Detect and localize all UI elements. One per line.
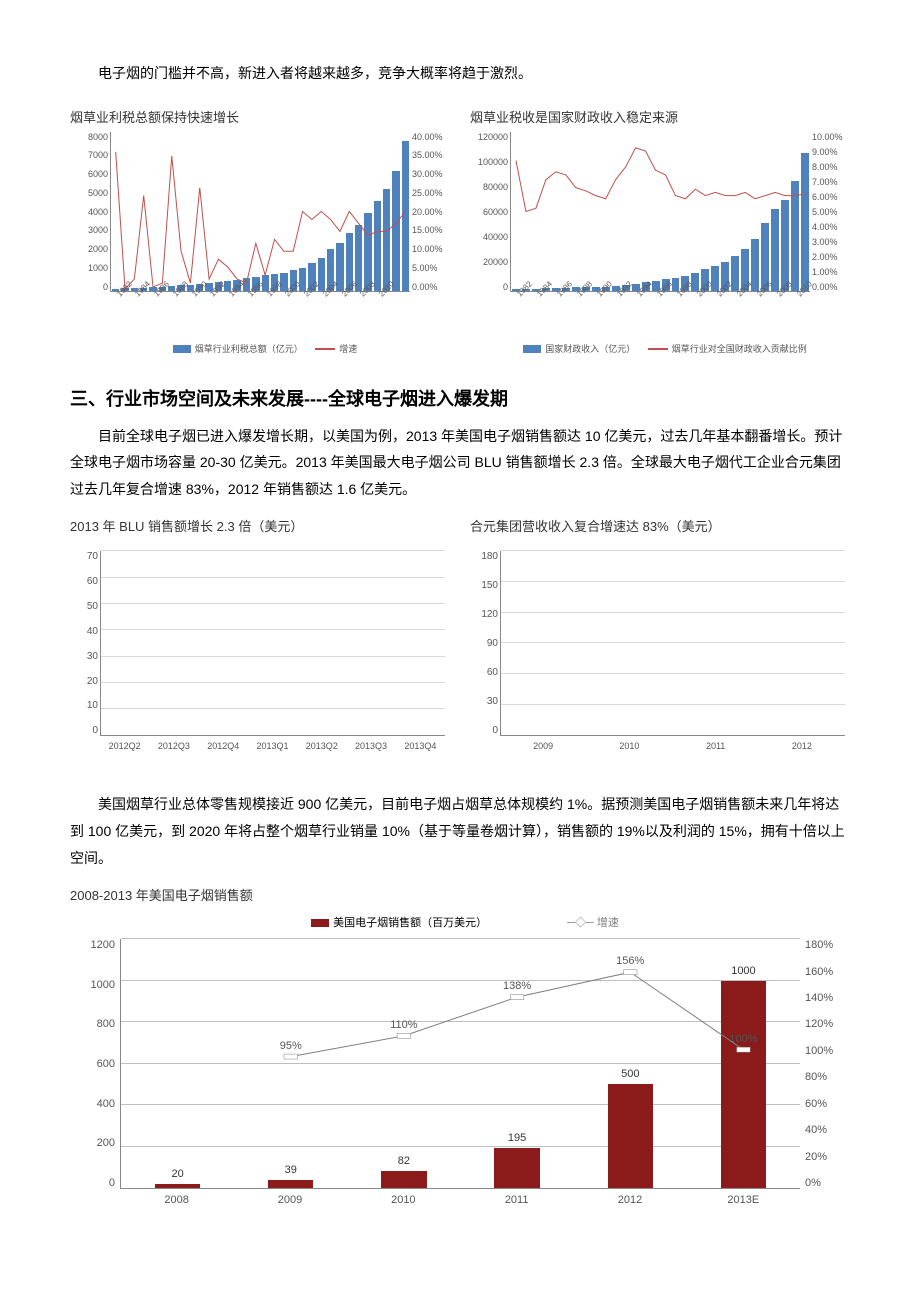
section-heading: 三、行业市场空间及未来发展----全球电子烟进入爆发期 — [70, 385, 850, 411]
legend-line-swatch — [315, 348, 335, 350]
paragraph-1: 目前全球电子烟已进入爆发增长期，以美国为例，2013 年美国电子烟销售额达 10… — [70, 423, 850, 503]
chart2-title: 烟草业税收是国家财政收入稳定来源 — [470, 107, 850, 126]
chart5-title: 2008-2013 年美国电子烟销售额 — [70, 885, 850, 904]
chart2-legend: 国家财政收入（亿元） 烟草行业对全国财政收入贡献比例 — [470, 342, 850, 355]
chart-tobacco-tax: 烟草业利税总额保持快速增长 01000200030004000500060007… — [70, 107, 450, 355]
chart3-title: 2013 年 BLU 销售额增长 2.3 倍（美元） — [70, 516, 450, 535]
chart4-title: 合元集团营收收入复合增速达 83%（美元） — [470, 516, 850, 535]
chart1-legend: 烟草行业利税总额（亿元） 增速 — [70, 342, 450, 355]
paragraph-2: 美国烟草行业总体零售规模接近 900 亿美元，目前电子烟占烟草总体规模约 1%。… — [70, 791, 850, 871]
chart-fiscal-revenue: 烟草业税收是国家财政收入稳定来源 02000040000600008000010… — [470, 107, 850, 355]
charts-row-2: 2013 年 BLU 销售额增长 2.3 倍（美元） 0102030405060… — [70, 516, 850, 761]
legend-bar-swatch — [523, 345, 541, 353]
chart-us-ecig-sales: 2008-2013 年美国电子烟销售额 美国电子烟销售额（百万美元）─◇─ 增速… — [70, 885, 850, 1214]
intro-text: 电子烟的门槛并不高，新进入者将越来越多，竞争大概率将趋于激烈。 — [70, 60, 850, 87]
charts-row-1: 烟草业利税总额保持快速增长 01000200030004000500060007… — [70, 107, 850, 355]
legend-line-swatch — [648, 348, 668, 350]
chart-heyuan-revenue: 合元集团营收收入复合增速达 83%（美元） 030609012015018020… — [470, 516, 850, 761]
legend-bar-swatch — [173, 345, 191, 353]
chart1-title: 烟草业利税总额保持快速增长 — [70, 107, 450, 126]
chart-blu-sales: 2013 年 BLU 销售额增长 2.3 倍（美元） 0102030405060… — [70, 516, 450, 761]
